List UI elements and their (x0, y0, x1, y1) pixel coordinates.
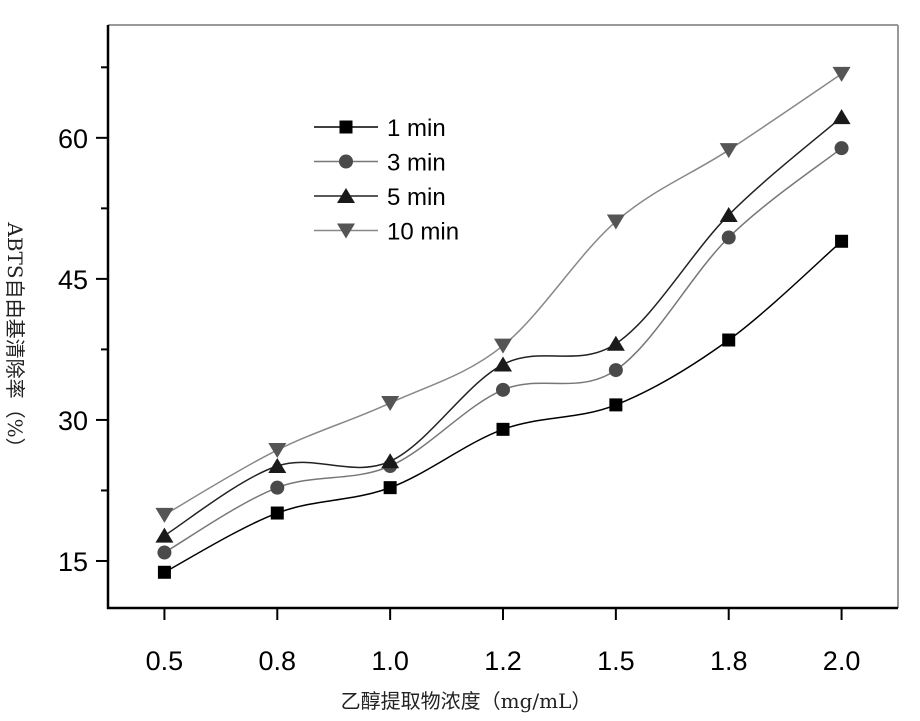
circle-marker (157, 545, 172, 560)
series-group (155, 66, 851, 579)
circle-marker (834, 141, 849, 156)
legend-item: 10 min (314, 219, 459, 246)
series-5-min (155, 109, 851, 543)
square-marker (609, 398, 623, 412)
legend-item: 5 min (314, 184, 446, 211)
triangle-up-marker (719, 206, 738, 222)
series-line (164, 73, 842, 516)
triangle-down-marker (832, 66, 851, 82)
legend-item: 1 min (314, 115, 446, 142)
triangle-down-marker (268, 443, 287, 459)
x-tick-label: 1.0 (371, 646, 409, 676)
square-marker (339, 120, 353, 134)
square-marker (722, 333, 736, 347)
triangle-up-marker (381, 453, 400, 469)
y-tick-label: 30 (58, 406, 88, 436)
square-marker (383, 481, 397, 495)
square-marker (835, 234, 849, 248)
axes: 15 30 45 60 0.5 0.8 1.0 1.2 1.5 1.8 2.0 (58, 25, 898, 676)
square-marker (270, 506, 284, 520)
series-1-min (157, 234, 849, 579)
square-marker (157, 565, 171, 579)
series-line (164, 240, 843, 573)
circle-marker (608, 363, 623, 378)
plot-frame (108, 24, 899, 608)
x-axis-title: 乙醇提取物浓度（mg/mL） (341, 689, 592, 713)
circle-marker (721, 230, 736, 245)
x-tick-label: 1.8 (710, 646, 748, 676)
triangle-up-marker (337, 188, 355, 203)
x-tick-label: 1.2 (484, 646, 522, 676)
triangle-up-marker (155, 527, 174, 543)
triangle-up-marker (606, 335, 625, 351)
legend-item: 3 min (314, 150, 446, 177)
x-tick-label: 1.5 (597, 646, 635, 676)
y-axis-title: ABTS自由基清除率（%） (3, 221, 27, 457)
triangle-up-marker (832, 109, 851, 125)
triangle-down-marker (337, 223, 355, 239)
triangle-up-marker (494, 356, 512, 372)
legend-label: 1 min (387, 115, 446, 142)
triangle-down-marker (494, 338, 512, 354)
series-10-min (155, 66, 851, 523)
x-tick-label: 2.0 (823, 646, 861, 676)
triangle-up-marker (268, 458, 287, 474)
series-line (164, 116, 843, 537)
triangle-down-marker (155, 507, 174, 523)
y-tick-label: 60 (58, 124, 88, 154)
legend-label: 5 min (387, 184, 446, 211)
y-tick-label: 15 (58, 547, 88, 577)
circle-marker (339, 154, 353, 169)
legend: 1 min 3 min 5 min 10 min (314, 115, 459, 246)
y-tick-label: 45 (58, 265, 88, 295)
circle-marker (270, 480, 285, 495)
legend-label: 10 min (387, 219, 459, 246)
square-marker (496, 422, 510, 436)
circle-marker (496, 382, 510, 397)
x-tick-label: 0.5 (146, 646, 184, 676)
x-tick-label: 0.8 (259, 646, 297, 676)
triangle-down-marker (381, 396, 400, 412)
triangle-down-marker (606, 214, 625, 230)
triangle-down-marker (719, 143, 738, 159)
series-3-min (157, 141, 849, 560)
legend-label: 3 min (387, 150, 446, 177)
